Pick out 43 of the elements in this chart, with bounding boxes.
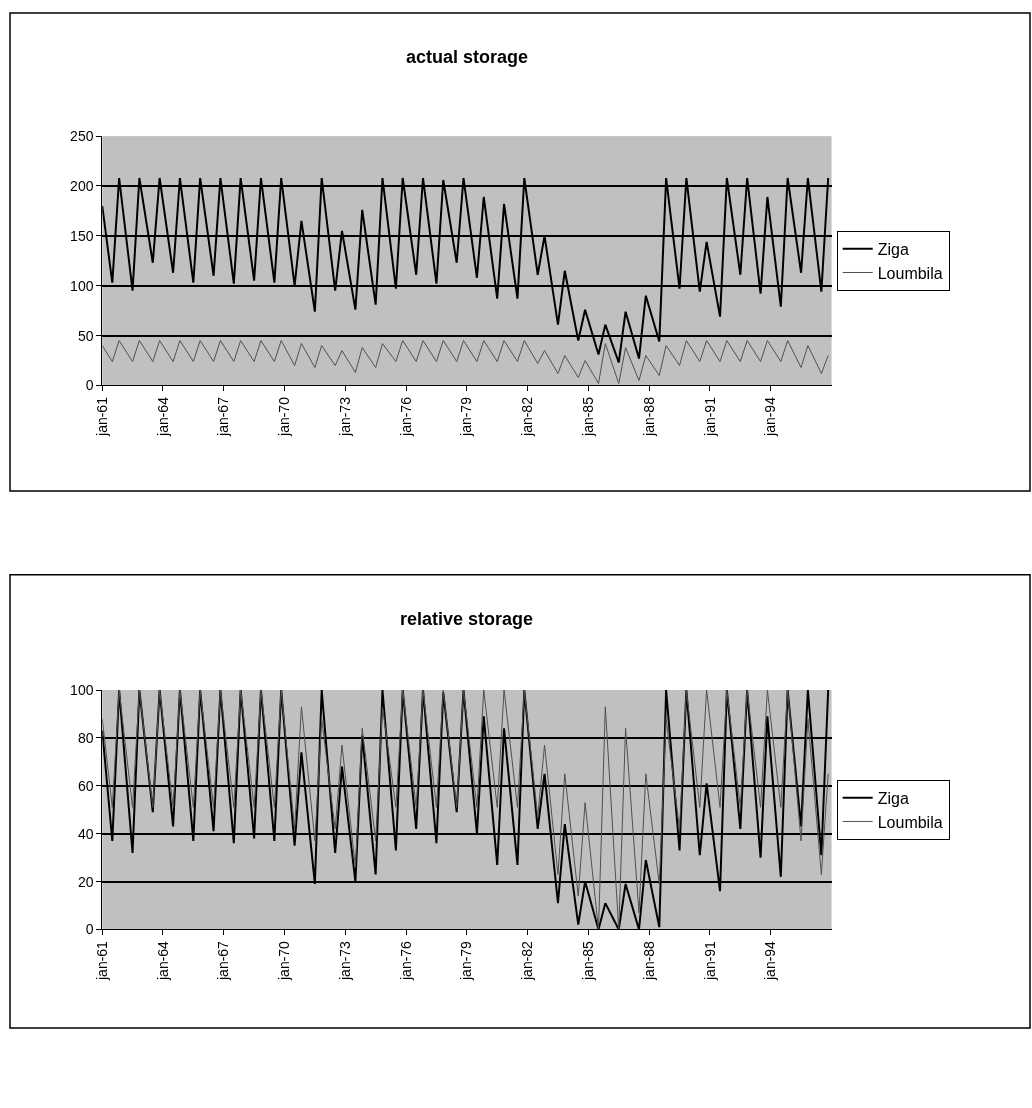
x-tick-label: jan-73 <box>336 396 353 437</box>
y-tick-label: 100 <box>70 277 94 294</box>
x-tick-label: jan-94 <box>762 940 779 982</box>
legend-label: Ziga <box>877 789 909 807</box>
chart-title: actual storage <box>406 47 529 67</box>
x-tick-label: jan-64 <box>154 940 171 982</box>
x-tick-label: jan-67 <box>215 396 232 437</box>
y-tick-label: 80 <box>77 729 94 746</box>
x-tick-label: jan-76 <box>397 940 414 982</box>
x-tick-label: jan-64 <box>154 396 171 437</box>
y-tick-label: 40 <box>77 825 94 842</box>
x-tick-label: jan-79 <box>458 396 475 437</box>
x-tick-label: jan-91 <box>701 940 718 982</box>
y-tick-label: 250 <box>70 128 94 145</box>
x-tick-label: jan-88 <box>640 940 657 982</box>
x-tick-label: jan-76 <box>397 396 414 437</box>
x-tick-label: jan-70 <box>276 940 293 982</box>
x-tick-label: jan-73 <box>336 940 353 982</box>
x-tick-label: jan-61 <box>93 940 110 982</box>
x-tick-label: jan-67 <box>215 940 232 982</box>
y-tick-label: 150 <box>70 227 94 244</box>
legend-label: Loumbila <box>877 813 943 831</box>
x-tick-label: jan-70 <box>276 396 293 437</box>
y-tick-label: 60 <box>77 777 94 794</box>
x-tick-label: jan-61 <box>93 396 110 437</box>
x-tick-label: jan-91 <box>701 396 718 437</box>
x-tick-label: jan-79 <box>458 940 475 982</box>
chart-title: relative storage <box>400 609 534 629</box>
x-tick-label: jan-82 <box>519 396 536 437</box>
y-tick-label: 0 <box>85 377 94 394</box>
x-tick-label: jan-85 <box>580 940 597 982</box>
legend-label: Loumbila <box>877 264 943 282</box>
y-tick-label: 20 <box>77 873 94 890</box>
x-tick-label: jan-88 <box>640 396 657 437</box>
y-tick-label: 100 <box>70 681 94 698</box>
x-tick-label: jan-82 <box>519 940 536 982</box>
y-tick-label: 50 <box>77 327 94 344</box>
y-tick-label: 0 <box>85 921 94 938</box>
line-series <box>102 340 829 384</box>
y-tick-label: 200 <box>70 177 94 194</box>
x-tick-label: jan-94 <box>762 396 779 437</box>
legend-label: Ziga <box>877 240 909 258</box>
x-tick-label: jan-85 <box>580 396 597 437</box>
